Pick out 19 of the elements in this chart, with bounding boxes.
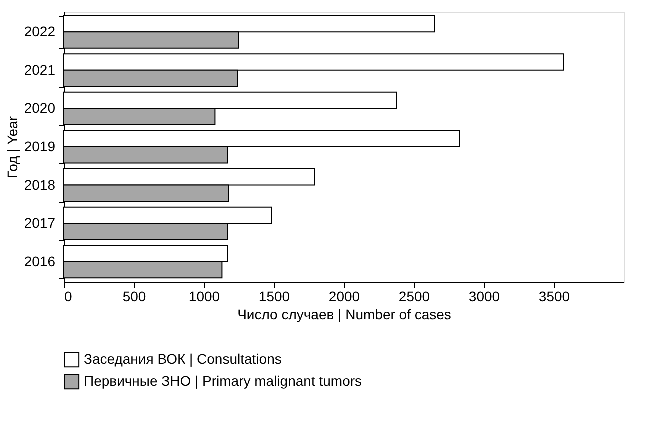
y-tick-label: 2021 (24, 62, 56, 78)
x-tick-label: 0 (64, 288, 72, 304)
legend-label: Заседания ВОК | Consultations (84, 351, 282, 367)
x-axis-title: Число случаев | Number of cases (238, 306, 452, 322)
y-tick-label: 2020 (24, 100, 56, 116)
y-tick-label: 2017 (24, 215, 56, 232)
y-tick-label: 2016 (24, 253, 56, 270)
legend-label: Первичные ЗНО | Primary malignant tumors (84, 373, 362, 389)
x-tick-label: 2000 (328, 288, 360, 304)
y-tick-label: 2019 (24, 138, 56, 154)
x-tick-label: 500 (122, 288, 146, 304)
y-tick-label: 2018 (24, 176, 56, 193)
x-tick-label: 3500 (538, 288, 570, 304)
x-tick-label: 3000 (468, 288, 500, 304)
x-tick-label: 2500 (398, 288, 430, 304)
x-tick-label: 1000 (188, 288, 220, 304)
y-axis-title: Год | Year (4, 116, 20, 178)
y-tick-label: 2022 (24, 24, 56, 40)
x-tick-label: 1500 (258, 288, 290, 304)
